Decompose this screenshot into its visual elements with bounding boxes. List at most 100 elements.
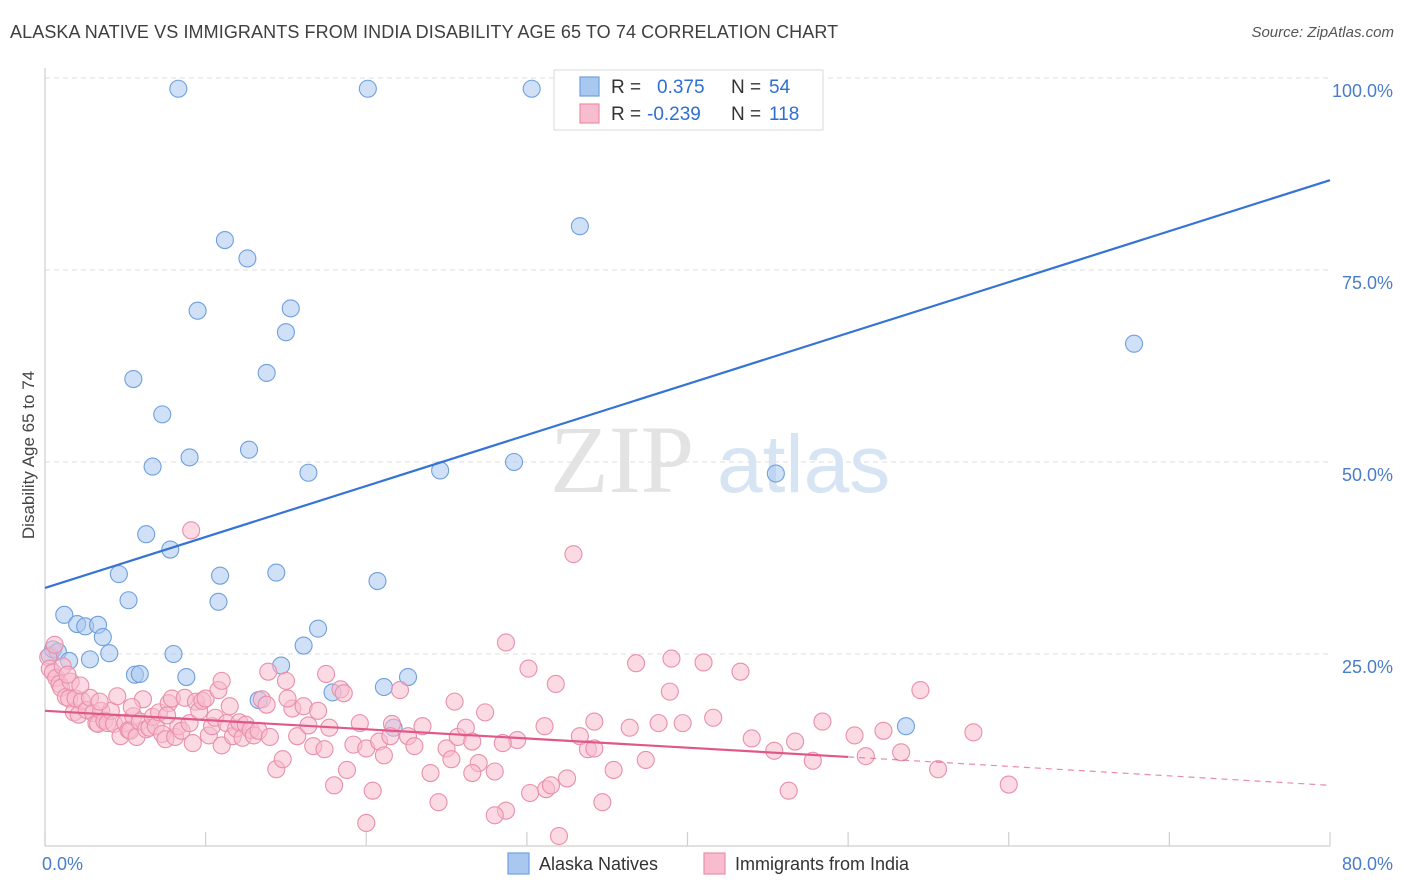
alaska-natives-point-38 bbox=[309, 619, 328, 638]
immigrants-india-point-154 bbox=[549, 826, 569, 846]
immigrants-india-point-69 bbox=[260, 727, 279, 746]
immigrants-india-point-162 bbox=[585, 739, 604, 758]
alaska-natives-point-41 bbox=[368, 571, 387, 591]
watermark-zip: ZIP bbox=[550, 406, 694, 513]
alaska-natives-point-36 bbox=[294, 636, 313, 655]
y-tick-label-50: 50.0% bbox=[1342, 465, 1393, 485]
immigrants-india-point-79 bbox=[315, 740, 334, 759]
immigrants-india-point-103 bbox=[476, 703, 495, 722]
immigrants-india-point-156 bbox=[521, 783, 540, 803]
immigrants-india-point-110 bbox=[564, 545, 583, 564]
immigrants-india-point-58 bbox=[220, 697, 239, 716]
immigrants-india-point-68 bbox=[257, 695, 276, 714]
immigrants-india-point-112 bbox=[585, 712, 604, 731]
immigrants-india-point-143 bbox=[317, 664, 336, 684]
x-tick-label-max: 80.0% bbox=[1342, 854, 1393, 874]
immigrants-india-point-134 bbox=[58, 665, 77, 684]
legend-r-value-1: 0.375 bbox=[657, 77, 705, 98]
immigrants-india-point-140 bbox=[212, 671, 231, 690]
immigrants-india-point-89 bbox=[374, 746, 393, 765]
immigrants-india-point-141 bbox=[259, 662, 278, 681]
chart-title: ALASKA NATIVE VS IMMIGRANTS FROM INDIA D… bbox=[10, 22, 839, 42]
alaska-natives-point-11 bbox=[109, 565, 128, 584]
immigrants-india-point-121 bbox=[742, 729, 761, 748]
immigrants-india-point-147 bbox=[557, 769, 577, 788]
alaska-natives-point-15 bbox=[130, 664, 149, 684]
immigrants-india-point-104 bbox=[485, 762, 504, 781]
immigrants-india-point-152 bbox=[765, 741, 784, 760]
immigrants-india-point-105 bbox=[496, 633, 516, 652]
watermark-atlas: atlas bbox=[717, 419, 890, 510]
trend-line-immigrants-india bbox=[44, 709, 849, 759]
immigrants-india-point-130 bbox=[929, 760, 948, 779]
immigrants-india-point-157 bbox=[593, 793, 612, 812]
x-tick-label-min: 0.0% bbox=[42, 854, 83, 874]
immigrants-india-point-94 bbox=[413, 717, 432, 736]
y-tick-label-100: 100.0% bbox=[1332, 81, 1393, 101]
immigrants-india-point-120 bbox=[731, 662, 750, 681]
legend-n-label-2: N = bbox=[731, 104, 761, 125]
immigrants-india-point-113 bbox=[604, 760, 623, 780]
alaska-natives-point-19 bbox=[161, 540, 180, 559]
immigrants-india-point-85 bbox=[350, 714, 369, 733]
immigrants-india-point-78 bbox=[309, 701, 328, 720]
alaska-natives-point-31 bbox=[257, 363, 276, 382]
alaska-natives-point-20 bbox=[164, 644, 183, 664]
alaska-natives-point-40 bbox=[358, 79, 377, 98]
alaska-natives-point-7 bbox=[80, 650, 100, 669]
immigrants-india-point-137 bbox=[122, 697, 141, 717]
stats-legend: R = 0.375 N = 54 R = -0.239 N = 118 bbox=[553, 69, 824, 131]
immigrants-india-point-81 bbox=[325, 776, 344, 795]
immigrants-india-point-83 bbox=[337, 760, 357, 780]
immigrants-india-point-114 bbox=[620, 718, 639, 737]
trend-line-alaska-natives bbox=[44, 179, 1331, 590]
immigrants-india-point-95 bbox=[421, 763, 440, 783]
immigrants-india-point-93 bbox=[405, 737, 424, 756]
immigrants-india-point-115 bbox=[636, 750, 655, 770]
alaska-natives-point-3 bbox=[55, 605, 74, 624]
alaska-natives-point-22 bbox=[177, 667, 196, 687]
immigrants-india-point-139 bbox=[182, 521, 201, 540]
alaska-natives-point-48 bbox=[570, 217, 589, 236]
immigrants-india-point-133 bbox=[45, 635, 64, 654]
alaska-natives-point-24 bbox=[188, 301, 207, 320]
immigrants-india-point-74 bbox=[288, 727, 307, 746]
y-tick-label-25: 25.0% bbox=[1342, 657, 1393, 677]
immigrants-india-point-123 bbox=[803, 751, 822, 770]
alaska-natives-point-34 bbox=[276, 323, 295, 342]
alaska-natives-point-37 bbox=[299, 463, 318, 482]
legend-swatch-pink bbox=[579, 103, 600, 124]
immigrants-india-point-108 bbox=[535, 717, 554, 736]
immigrants-india-point-125 bbox=[845, 726, 864, 745]
alaska-natives-point-29 bbox=[239, 440, 259, 459]
immigrants-india-point-132 bbox=[999, 775, 1018, 794]
alaska-natives-point-17 bbox=[143, 457, 162, 476]
legend-n-value-1: 54 bbox=[769, 77, 791, 98]
immigrants-india-point-107 bbox=[519, 659, 538, 678]
immigrants-india-point-101 bbox=[463, 732, 482, 751]
immigrants-india-point-116 bbox=[660, 682, 679, 701]
alaska-natives-point-32 bbox=[267, 563, 286, 582]
immigrants-india-point-142 bbox=[278, 689, 297, 708]
immigrants-india-point-127 bbox=[874, 721, 893, 740]
immigrants-india-point-151 bbox=[662, 649, 681, 668]
immigrants-india-point-71 bbox=[273, 750, 292, 769]
source-label: Source: ZipAtlas.com bbox=[1251, 24, 1394, 41]
alaska-natives-point-10 bbox=[100, 644, 119, 663]
immigrants-india-point-150 bbox=[649, 714, 668, 733]
immigrants-india-point-119 bbox=[704, 708, 723, 727]
alaska-natives-point-44 bbox=[398, 667, 418, 687]
immigrants-india-point-109 bbox=[546, 674, 565, 694]
watermark: ZIP atlas bbox=[550, 406, 890, 513]
immigrants-india-point-126 bbox=[856, 747, 875, 766]
alaska-natives-point-26 bbox=[211, 566, 230, 585]
legend-r-value-2: -0.239 bbox=[647, 104, 701, 125]
alaska-natives-point-18 bbox=[153, 405, 172, 424]
immigrants-india-point-51 bbox=[196, 689, 215, 708]
alaska-natives-point-42 bbox=[374, 677, 393, 697]
alaska-natives-point-52 bbox=[1124, 334, 1144, 353]
trend-lines bbox=[44, 179, 1331, 786]
alaska-natives-point-28 bbox=[238, 249, 257, 268]
axes bbox=[44, 68, 1331, 847]
